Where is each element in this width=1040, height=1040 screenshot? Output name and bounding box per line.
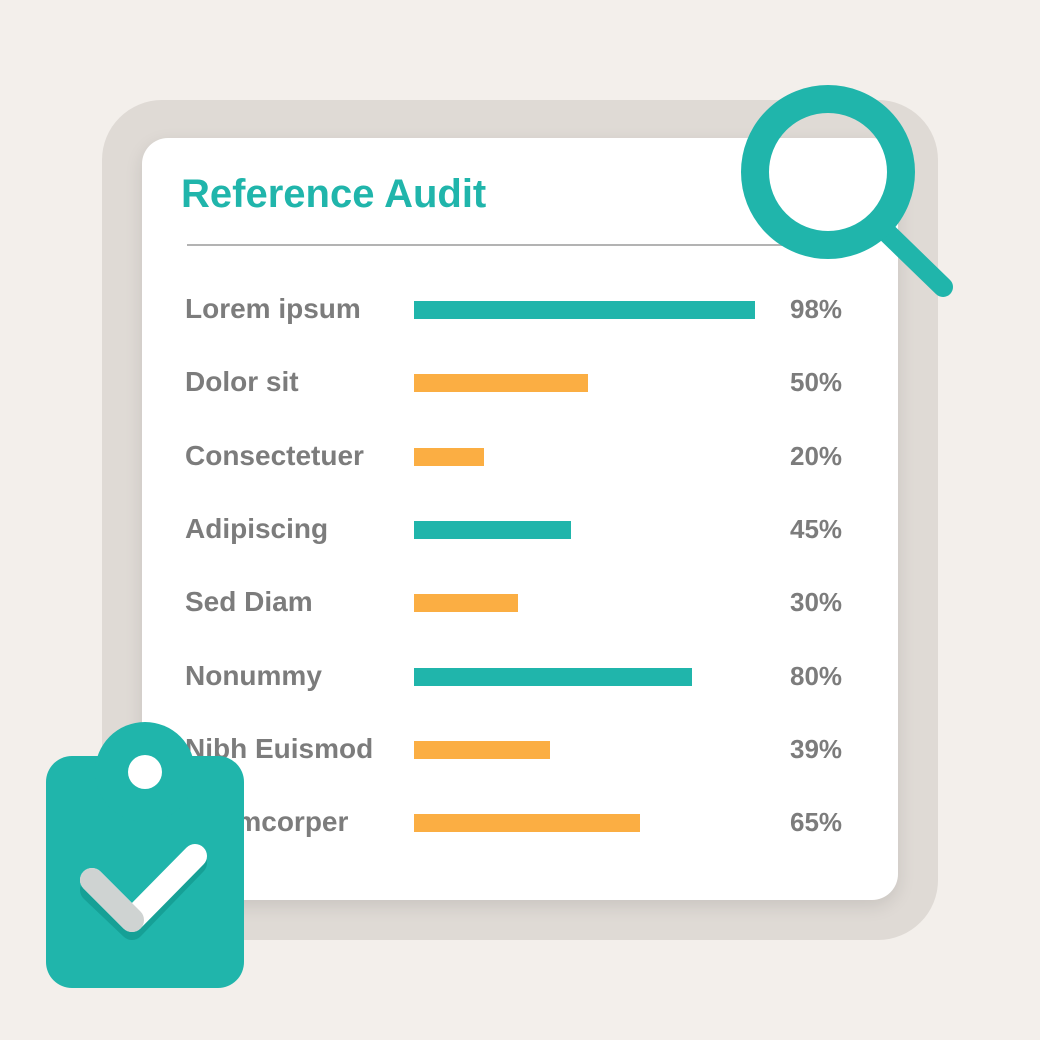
bar (414, 741, 550, 759)
value-label: 80% (790, 661, 843, 691)
magnifying-glass-icon (741, 85, 953, 297)
page-title: Reference Audit (181, 172, 487, 216)
bar (414, 374, 588, 392)
category-label: Adipiscing (185, 513, 329, 544)
category-label: Dolor sit (185, 366, 299, 397)
audit-card (142, 138, 898, 900)
value-label: 50% (790, 367, 843, 397)
value-label: 98% (790, 294, 843, 324)
value-label: 20% (790, 441, 843, 471)
category-label: Sed Diam (185, 586, 313, 617)
value-label: 30% (790, 587, 843, 617)
bar (414, 668, 692, 686)
bar (414, 448, 484, 466)
value-label: 39% (790, 734, 843, 764)
category-label: Nonummy (185, 660, 322, 691)
category-label: Lorem ipsum (185, 293, 361, 324)
bar (414, 814, 640, 832)
value-label: 45% (790, 514, 843, 544)
bar (414, 594, 518, 612)
bar (414, 301, 755, 319)
clipboard-check-icon (46, 722, 244, 988)
title-divider (187, 244, 787, 246)
value-label: 65% (790, 807, 843, 837)
bar (414, 521, 571, 539)
category-label: Consectetuer (185, 440, 364, 471)
